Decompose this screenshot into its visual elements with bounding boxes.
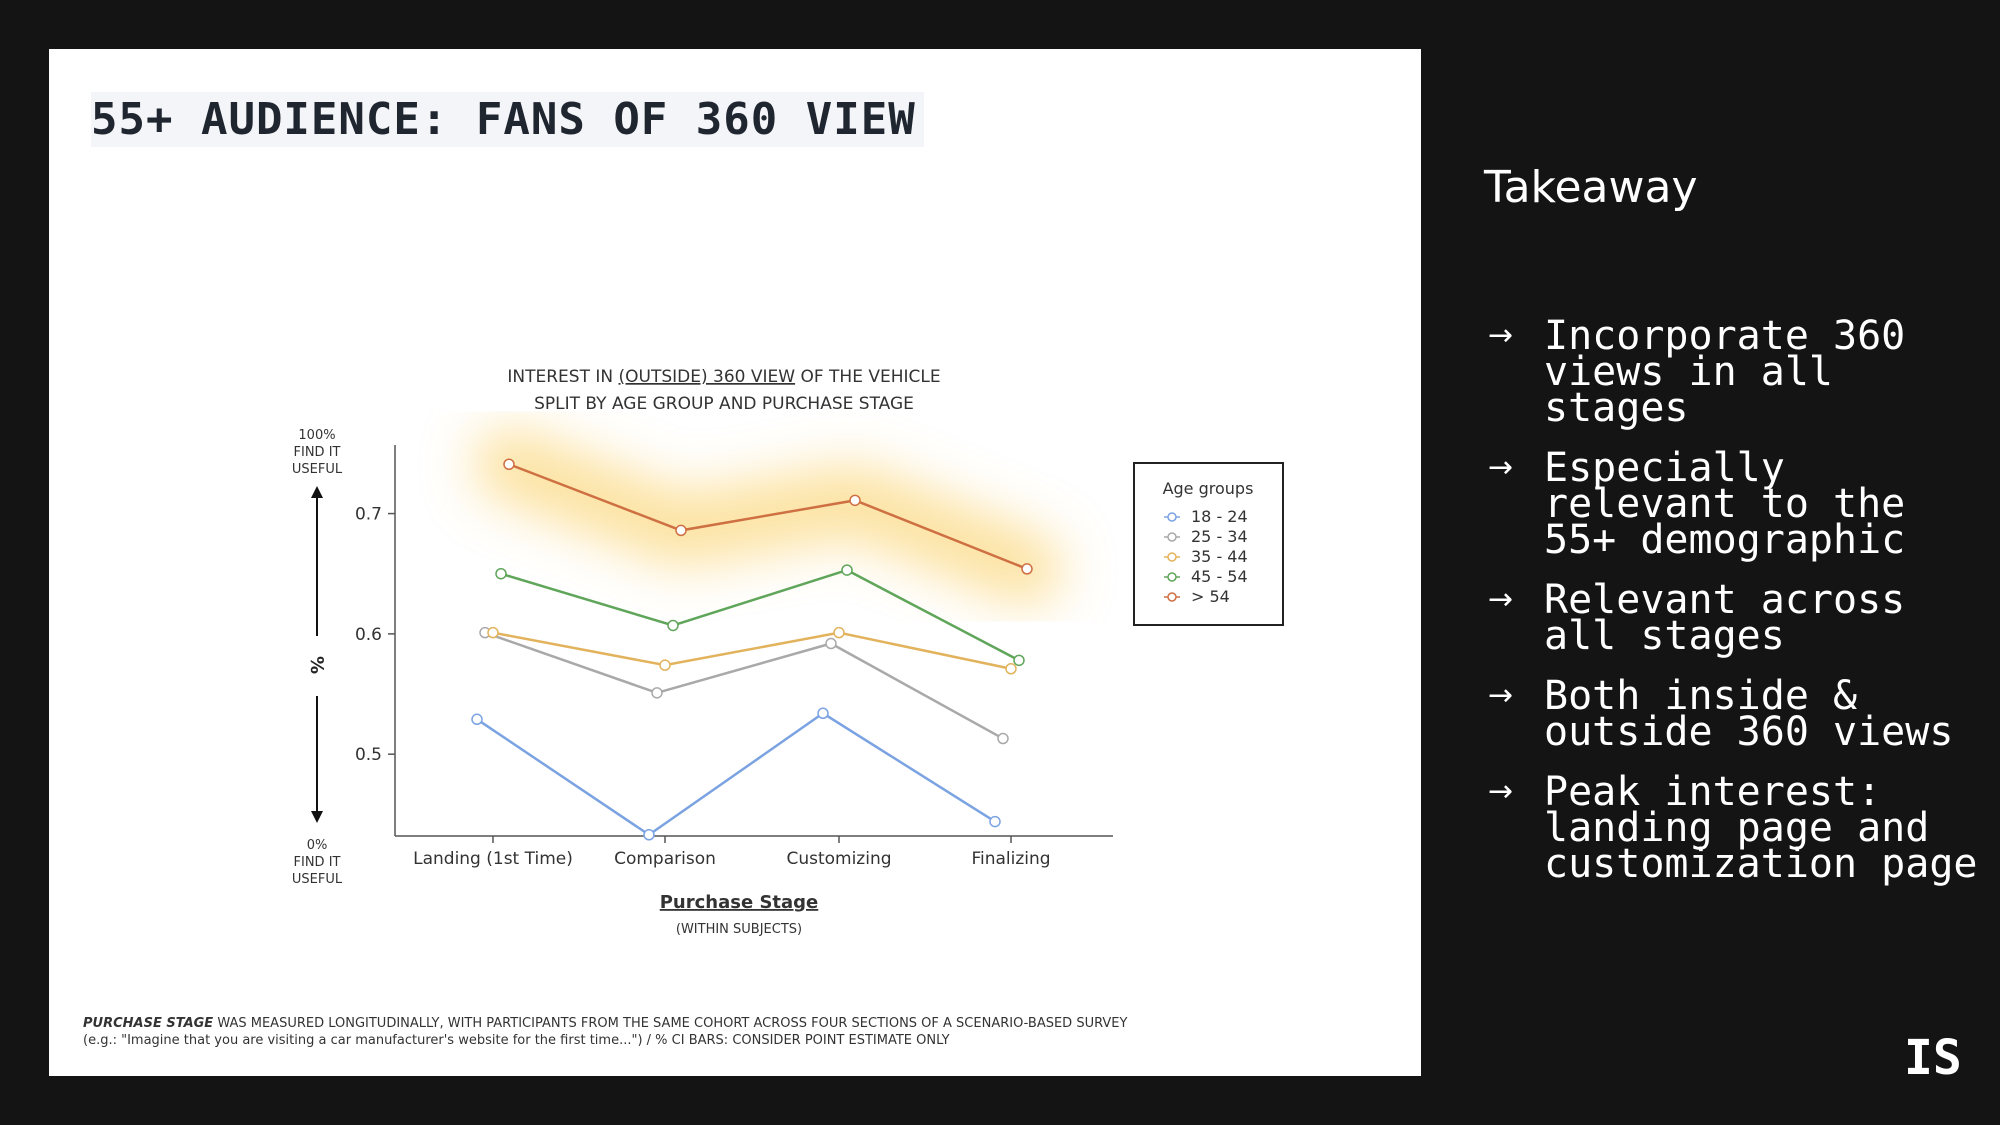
takeaway-item: → Incorporate 360 views in all stages bbox=[1488, 313, 1906, 431]
legend-item: 18 - 24 bbox=[1164, 507, 1248, 526]
legend-item: > 54 bbox=[1164, 587, 1230, 606]
data-point bbox=[659, 659, 671, 671]
takeaway-list: → Incorporate 360 views in all stages → Es… bbox=[1484, 313, 1984, 906]
y-axis-label: % bbox=[306, 656, 327, 674]
chart-title: INTEREST IN (OUTSIDE) 360 VIEW OF THE VE… bbox=[507, 367, 940, 387]
x-tick-label: Comparison bbox=[614, 849, 716, 869]
series-4 bbox=[495, 564, 1025, 667]
slide-card: 55+ AUDIENCE: FANS OF 360 VIEW INTEREST … bbox=[49, 49, 1421, 1076]
x-tick-label: Finalizing bbox=[971, 849, 1050, 869]
arrow-right-icon: → bbox=[1488, 318, 1514, 353]
data-point bbox=[849, 494, 861, 507]
legend-label: 18 - 24 bbox=[1191, 507, 1248, 526]
data-point bbox=[833, 626, 845, 639]
legend-label: 45 - 54 bbox=[1191, 567, 1248, 586]
data-point bbox=[1013, 654, 1025, 667]
x-ticks: Landing (1st Time) Comparison Customizing F… bbox=[413, 836, 1051, 869]
series-line bbox=[500, 568, 1020, 662]
y-axis-arrow-down bbox=[311, 696, 323, 823]
legend-item: 45 - 54 bbox=[1164, 567, 1248, 586]
y-ticks: 0.5 0.6 0.7 bbox=[355, 505, 395, 765]
data-point bbox=[667, 619, 679, 632]
data-point bbox=[1005, 663, 1017, 675]
series-line bbox=[484, 631, 1004, 740]
legend-swatch-marker bbox=[1167, 592, 1177, 602]
x-axis-label: Purchase Stage bbox=[660, 892, 819, 913]
legend-swatch-marker bbox=[1167, 532, 1177, 542]
takeaway-title: Takeaway bbox=[1484, 162, 1698, 213]
x-axis-sublabel: (WITHIN SUBJECTS) bbox=[676, 922, 802, 937]
brand-logo: IS bbox=[1904, 1030, 1962, 1086]
y-top-note: 100% FIND IT USEFUL bbox=[292, 428, 343, 477]
data-point bbox=[989, 815, 1001, 828]
legend-swatch-marker bbox=[1167, 512, 1177, 522]
data-point bbox=[487, 626, 499, 639]
legend-swatch-marker bbox=[1167, 572, 1177, 582]
series-layer bbox=[471, 458, 1033, 841]
svg-text:USEFUL: USEFUL bbox=[292, 462, 343, 477]
svg-text:USEFUL: USEFUL bbox=[292, 872, 343, 887]
series-3 bbox=[487, 626, 1017, 675]
data-point bbox=[675, 524, 687, 537]
takeaway-item: → Peak interest: landing page and customi… bbox=[1488, 769, 1978, 887]
x-tick-label: Customizing bbox=[786, 849, 891, 869]
data-point bbox=[825, 637, 837, 650]
chart-subtitle: SPLIT BY AGE GROUP AND PURCHASE STAGE bbox=[534, 394, 914, 414]
legend-swatch-marker bbox=[1167, 552, 1177, 562]
legend-title: Age groups bbox=[1163, 479, 1254, 498]
legend-label: 35 - 44 bbox=[1191, 547, 1248, 566]
series-1 bbox=[471, 707, 1001, 841]
legend-box bbox=[1133, 462, 1284, 626]
data-point bbox=[1021, 563, 1033, 575]
takeaway-item: → Especially relevant to the 55+ demograp… bbox=[1488, 445, 1906, 563]
legend-label: 25 - 34 bbox=[1191, 527, 1248, 546]
slide-title: 55+ AUDIENCE: FANS OF 360 VIEW bbox=[91, 92, 924, 147]
arrow-right-icon: → bbox=[1488, 450, 1514, 485]
footnote-line-2: (e.g.: "Imagine that you are visiting a … bbox=[83, 1033, 950, 1048]
x-tick-label: Landing (1st Time) bbox=[413, 849, 573, 869]
data-point bbox=[495, 567, 507, 580]
data-point bbox=[471, 713, 483, 726]
data-point bbox=[841, 564, 853, 576]
svg-text:0%: 0% bbox=[307, 838, 328, 853]
data-point bbox=[997, 732, 1009, 745]
series-5 bbox=[503, 458, 1033, 575]
y-axis-arrow-up bbox=[311, 486, 323, 636]
data-point bbox=[503, 458, 515, 470]
footnote-line-1: PURCHASE STAGE WAS MEASURED LONGITUDINAL… bbox=[83, 1016, 1128, 1031]
legend-item: 25 - 34 bbox=[1164, 527, 1248, 546]
y-tick-label: 0.7 bbox=[355, 505, 382, 525]
footnote-emphasis: PURCHASE STAGE bbox=[83, 1016, 214, 1031]
arrow-right-icon: → bbox=[1488, 678, 1514, 713]
legend-label: > 54 bbox=[1191, 587, 1230, 606]
data-point bbox=[817, 707, 829, 720]
y-tick-label: 0.6 bbox=[355, 625, 382, 645]
footnote: PURCHASE STAGE WAS MEASURED LONGITUDINAL… bbox=[83, 1015, 1127, 1049]
arrow-right-icon: → bbox=[1488, 774, 1514, 809]
arrow-right-icon: → bbox=[1488, 582, 1514, 617]
series-line bbox=[508, 463, 1028, 571]
series-line bbox=[492, 631, 1012, 670]
svg-text:100%: 100% bbox=[298, 428, 335, 443]
data-point bbox=[651, 687, 663, 699]
series-line bbox=[476, 711, 996, 837]
legend-item: 35 - 44 bbox=[1164, 547, 1248, 566]
takeaway-item: → Both inside & outside 360 views bbox=[1488, 673, 1954, 755]
chart: INTEREST IN (OUTSIDE) 360 VIEW OF THE VE… bbox=[292, 367, 1284, 937]
y-tick-label: 0.5 bbox=[355, 745, 382, 765]
y-bottom-note: 0% FIND IT USEFUL bbox=[292, 838, 343, 887]
takeaway-item: → Relevant across all stages bbox=[1488, 577, 1906, 659]
svg-text:FIND IT: FIND IT bbox=[294, 855, 341, 870]
svg-text:FIND IT: FIND IT bbox=[294, 445, 341, 460]
data-point bbox=[643, 829, 655, 841]
series-2 bbox=[479, 626, 1009, 745]
